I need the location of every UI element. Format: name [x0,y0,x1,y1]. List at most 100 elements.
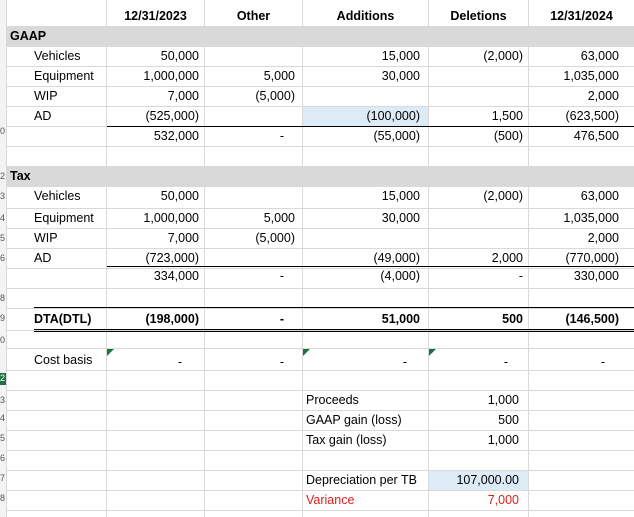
gaap-gain-label[interactable]: GAAP gain (loss) [306,413,402,427]
cost-basis-2023[interactable]: - [177,355,182,369]
dta-bottom-rule [34,329,634,330]
tax-vehicles-2023[interactable]: 50,000 [160,189,199,203]
dta-2023[interactable]: (198,000) [145,312,199,326]
gaap-wip-other[interactable]: (5,000) [255,89,295,103]
row-number: 5 [0,433,6,443]
gridline [6,430,634,431]
variance-value[interactable]: 7,000 [487,493,519,507]
row-number: 0 [0,335,6,345]
cost-basis-label[interactable]: Cost basis [34,353,93,367]
dta-2024[interactable]: (146,500) [565,312,619,326]
row-number: 8 [0,293,6,303]
tax-ad-deletions[interactable]: 2,000 [491,251,523,265]
tax-vehicles-2024[interactable]: 63,000 [580,189,619,203]
gridline [6,450,634,451]
depreciation-value[interactable]: 107,000.00 [456,473,519,487]
row-number-selected[interactable]: 2 [0,373,6,385]
gridline [6,490,634,491]
gaap-gain-value[interactable]: 500 [498,413,519,427]
cost-basis-deletions[interactable]: - [503,355,508,369]
proceeds-label[interactable]: Proceeds [306,393,359,407]
dta-other[interactable]: - [279,312,284,326]
gaap-total-2024[interactable]: 476,500 [573,129,619,143]
variance-label[interactable]: Variance [306,493,355,507]
gridline [6,228,634,229]
gaap-label-vehicles[interactable]: Vehicles [34,49,81,63]
gaap-vehicles-2024[interactable]: 63,000 [580,49,619,63]
error-indicator-icon[interactable] [107,349,114,356]
tax-gain-value[interactable]: 1,000 [487,433,519,447]
tax-label-vehicles[interactable]: Vehicles [34,189,81,203]
tax-total-2024[interactable]: 330,000 [573,269,619,283]
tax-total-other[interactable]: - [279,269,284,283]
col-header-additions[interactable]: Additions [336,9,395,23]
tax-total-2023[interactable]: 334,000 [153,269,199,283]
gaap-wip-2023[interactable]: 7,000 [167,89,199,103]
dta-deletions[interactable]: 500 [502,312,523,326]
gaap-total-other[interactable]: - [279,129,284,143]
tax-equipment-2023[interactable]: 1,000,000 [143,211,199,225]
error-indicator-icon[interactable] [303,349,310,356]
col-header-2023[interactable]: 12/31/2023 [124,9,187,23]
gaap-vehicles-2023[interactable]: 50,000 [160,49,199,63]
gaap-equipment-additions[interactable]: 30,000 [381,69,420,83]
dta-additions[interactable]: 51,000 [381,312,420,326]
gaap-vehicles-additions[interactable]: 15,000 [381,49,420,63]
tax-label-equipment[interactable]: Equipment [34,211,94,225]
dta-label[interactable]: DTA(DTL) [34,312,92,326]
gaap-section-title[interactable]: GAAP [10,29,47,43]
gridline [6,208,634,209]
row-number: 9 [0,313,6,323]
cost-basis-2024[interactable]: - [600,355,605,369]
depreciation-label[interactable]: Depreciation per TB [306,473,417,487]
tax-vehicles-additions[interactable]: 15,000 [381,189,420,203]
gaap-total-2023[interactable]: 532,000 [153,129,199,143]
proceeds-value[interactable]: 1,000 [487,393,519,407]
tax-vehicles-deletions[interactable]: (2,000) [483,189,523,203]
gridline [6,146,634,147]
dta-top-rule [34,307,634,308]
tax-equipment-2024[interactable]: 1,035,000 [563,211,619,225]
gaap-section-band [6,26,634,46]
gaap-label-ad[interactable]: AD [34,109,52,123]
error-indicator-icon[interactable] [429,349,436,356]
tax-equipment-additions[interactable]: 30,000 [381,211,420,225]
gaap-wip-2024[interactable]: 2,000 [587,89,619,103]
gridline [6,66,634,67]
col-header-deletions[interactable]: Deletions [450,9,507,23]
gridline [6,106,634,107]
row-number: 4 [0,413,6,423]
tax-total-rule [107,266,634,267]
col-header-other[interactable]: Other [236,9,271,23]
tax-wip-2023[interactable]: 7,000 [167,231,199,245]
tax-section-title[interactable]: Tax [10,169,31,183]
tax-gain-label[interactable]: Tax gain (loss) [306,433,387,447]
cost-basis-other[interactable]: - [279,355,284,369]
tax-equipment-other[interactable]: 5,000 [263,211,295,225]
tax-wip-2024[interactable]: 2,000 [587,231,619,245]
gaap-equipment-2024[interactable]: 1,035,000 [563,69,619,83]
gaap-equipment-2023[interactable]: 1,000,000 [143,69,199,83]
tax-total-deletions[interactable]: - [518,269,523,283]
gaap-ad-2024[interactable]: (623,500) [565,109,619,123]
tax-total-additions[interactable]: (4,000) [380,269,420,283]
tax-label-ad[interactable]: AD [34,251,52,265]
tax-label-wip[interactable]: WIP [34,231,58,245]
col-header-2024[interactable]: 12/31/2024 [550,9,613,23]
tax-ad-additions[interactable]: (49,000) [373,251,420,265]
gaap-ad-additions[interactable]: (100,000) [366,109,420,123]
gaap-vehicles-deletions[interactable]: (2,000) [483,49,523,63]
tax-wip-other[interactable]: (5,000) [255,231,295,245]
gaap-label-equipment[interactable]: Equipment [34,69,94,83]
gaap-label-wip[interactable]: WIP [34,89,58,103]
gaap-ad-deletions[interactable]: 1,500 [491,109,523,123]
tax-ad-2024[interactable]: (770,000) [565,251,619,265]
gaap-total-deletions[interactable]: (500) [493,129,523,143]
cost-basis-additions[interactable]: - [402,355,407,369]
gridline [6,348,634,349]
gaap-total-additions[interactable]: (55,000) [373,129,420,143]
gaap-ad-2023[interactable]: (525,000) [145,109,199,123]
tax-ad-2023[interactable]: (723,000) [145,251,199,265]
gaap-equipment-other[interactable]: 5,000 [263,69,295,83]
